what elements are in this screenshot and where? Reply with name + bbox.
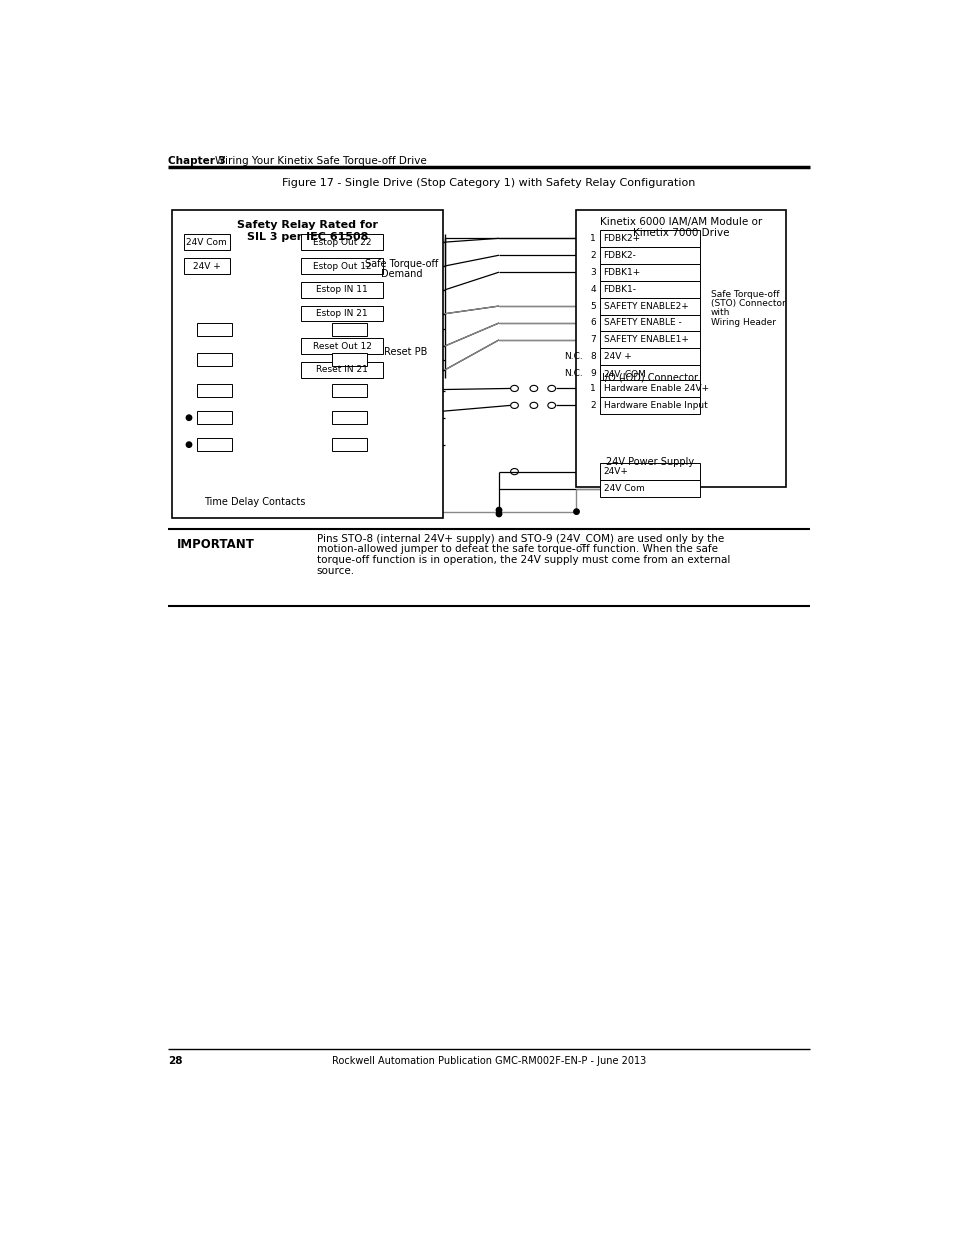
Text: 24V Com: 24V Com [186,237,227,247]
Bar [599,298,700,315]
Bar [599,366,700,383]
Bar [196,353,232,367]
Text: 24V Power Supply: 24V Power Supply [605,457,694,467]
Text: 2: 2 [590,401,596,410]
Bar [599,264,700,280]
Bar [301,306,382,321]
Text: 24V_COM: 24V_COM [603,369,646,378]
Bar [599,463,700,480]
Text: Estop Out 12: Estop Out 12 [313,262,371,270]
Text: Hardware Enable Input: Hardware Enable Input [603,401,706,410]
Text: Reset PB: Reset PB [384,347,427,357]
Text: (STO) Connector: (STO) Connector [710,299,784,309]
Text: Estop IN 11: Estop IN 11 [315,285,368,294]
Bar [599,348,700,366]
Text: 9: 9 [590,369,596,378]
Bar [332,322,367,336]
Circle shape [186,415,192,420]
Bar [599,331,700,348]
Bar [301,338,382,353]
Text: Safe Torque-off: Safe Torque-off [365,258,438,269]
Circle shape [573,509,578,514]
Text: Chapter 3: Chapter 3 [168,157,226,167]
Text: SAFETY ENABLE -: SAFETY ENABLE - [603,319,680,327]
Bar [599,396,700,414]
Text: FDBK1-: FDBK1- [603,284,636,294]
Text: FDBK2+: FDBK2+ [603,233,640,243]
Text: Wiring Header: Wiring Header [710,317,775,327]
Text: 1: 1 [590,233,596,243]
Text: with: with [710,309,729,317]
Text: Safety Relay Rated for: Safety Relay Rated for [237,220,377,230]
Text: Pins STO-8 (internal 24V+ supply) and STO-9 (24V_COM) are used only by the: Pins STO-8 (internal 24V+ supply) and ST… [316,534,723,545]
Text: 28: 28 [168,1056,182,1066]
Bar [301,362,382,378]
Circle shape [496,511,501,516]
Text: 24V Com: 24V Com [603,484,643,493]
Bar [172,210,443,517]
Bar [196,438,232,451]
Text: motion-allowed jumper to defeat the safe torque-off function. When the safe: motion-allowed jumper to defeat the safe… [316,545,717,555]
Circle shape [186,442,192,447]
Text: 8: 8 [590,352,596,362]
Bar [196,384,232,398]
Bar [183,235,230,249]
Text: Wiring Your Kinetix Safe Torque-off Drive: Wiring Your Kinetix Safe Torque-off Driv… [202,157,427,167]
Text: N.C.: N.C. [563,352,582,362]
Text: Estop IN 21: Estop IN 21 [315,309,368,319]
Text: Figure 17 - Single Drive (Stop Category 1) with Safety Relay Configuration: Figure 17 - Single Drive (Stop Category … [282,178,695,188]
Bar [332,384,367,398]
Text: Demand: Demand [381,269,422,279]
Text: Rockwell Automation Publication GMC-RM002F-EN-P - June 2013: Rockwell Automation Publication GMC-RM00… [332,1056,645,1066]
Text: IMPORTANT: IMPORTANT [177,538,255,551]
Bar [301,282,382,298]
Bar [599,280,700,298]
Text: I/O (IOD) Connector: I/O (IOD) Connector [601,373,698,383]
Text: 7: 7 [590,336,596,345]
Text: FDBK2-: FDBK2- [603,251,636,259]
Bar [599,247,700,264]
Bar [332,411,367,425]
Bar [576,210,785,487]
Text: Time Delay Contacts: Time Delay Contacts [204,498,305,508]
Text: Reset Out 12: Reset Out 12 [313,342,371,351]
Text: SAFETY ENABLE1+: SAFETY ENABLE1+ [603,336,688,345]
Text: 24V +: 24V + [603,352,631,362]
Text: Reset IN 21: Reset IN 21 [315,366,368,374]
Bar [196,411,232,425]
Text: Safe Torque-off: Safe Torque-off [710,290,779,299]
Text: Kinetix 6000 IAM/AM Module or: Kinetix 6000 IAM/AM Module or [599,217,761,227]
Bar [332,353,367,367]
Text: SIL 3 per IEC 61508: SIL 3 per IEC 61508 [247,232,368,242]
Bar [183,258,230,274]
Bar [301,235,382,249]
Text: Estop Out 22: Estop Out 22 [313,237,371,247]
Text: SAFETY ENABLE2+: SAFETY ENABLE2+ [603,301,688,310]
Text: 24V +: 24V + [193,262,220,270]
Text: torque-off function is in operation, the 24V supply must come from an external: torque-off function is in operation, the… [316,556,729,566]
Circle shape [496,508,501,513]
Bar [599,315,700,331]
Text: 4: 4 [590,284,596,294]
Text: 3: 3 [590,268,596,277]
Text: 2: 2 [590,251,596,259]
Text: 1: 1 [590,384,596,393]
Bar [196,322,232,336]
Bar [599,230,700,247]
Bar [332,438,367,451]
Text: Hardware Enable 24V+: Hardware Enable 24V+ [603,384,708,393]
Bar [301,258,382,274]
Text: 24V+: 24V+ [603,467,628,477]
Text: 5: 5 [590,301,596,310]
Bar [599,480,700,496]
Text: N.C.: N.C. [563,369,582,378]
Text: 6: 6 [590,319,596,327]
Text: FDBK1+: FDBK1+ [603,268,640,277]
Bar [599,380,700,396]
Text: source.: source. [316,566,355,576]
Text: Kinetix 7000 Drive: Kinetix 7000 Drive [632,228,729,238]
